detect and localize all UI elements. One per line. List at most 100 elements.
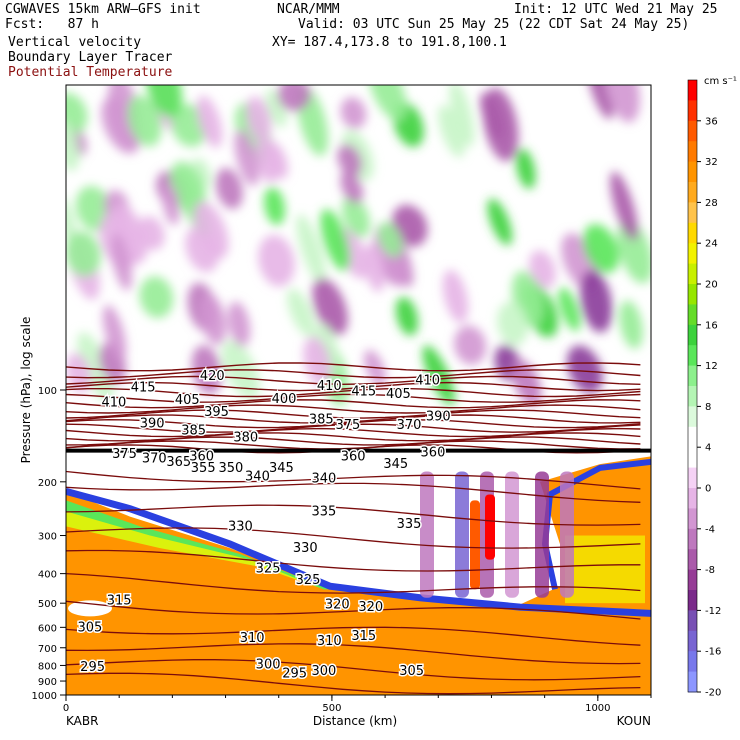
wave-cell xyxy=(603,85,640,123)
theta-label: 315 xyxy=(351,629,376,644)
theta-label: 300 xyxy=(312,664,337,679)
field-vertical-velocity: Vertical velocity xyxy=(8,35,142,50)
theta-contour xyxy=(66,527,641,549)
x-endpoint-right: KOUN xyxy=(617,714,651,728)
colorbar-swatch xyxy=(688,569,697,591)
theta-label: 310 xyxy=(240,631,265,646)
wave-cell xyxy=(340,97,367,129)
colorbar-label: 8 xyxy=(705,402,711,413)
wave-cell xyxy=(391,204,428,247)
wave-cell xyxy=(496,301,529,346)
velocity-column xyxy=(455,471,469,598)
theta-contour xyxy=(66,436,641,446)
theta-contour xyxy=(66,600,641,620)
wave-cell xyxy=(395,296,419,336)
wave-cell xyxy=(587,85,614,120)
theta-contour xyxy=(66,423,641,433)
field-boundary-layer-tracer: Boundary Layer Tracer xyxy=(8,50,173,65)
wave-cell xyxy=(287,288,316,337)
theta-contour xyxy=(66,504,641,526)
wave-cell xyxy=(296,214,327,286)
forecast-hour: Fcst: 87 h xyxy=(5,17,99,32)
colorbar-label: 28 xyxy=(705,198,718,209)
y-tick-label: 500 xyxy=(38,599,57,610)
updraft-core xyxy=(485,494,495,560)
wave-cell xyxy=(580,270,613,333)
colorbar-swatch xyxy=(688,324,697,346)
velocity-column xyxy=(420,471,434,598)
theta-label: 300 xyxy=(256,658,281,673)
theta-label: 390 xyxy=(140,417,165,432)
wave-cell xyxy=(320,209,351,271)
theta-label: 385 xyxy=(309,413,334,428)
colorbar-label: -20 xyxy=(705,688,721,699)
colorbar-swatch xyxy=(688,671,697,693)
model-title: CGWAVES 15km ARW–GFS init xyxy=(5,2,201,17)
colorbar-label: 36 xyxy=(705,116,718,127)
colorbar-swatch xyxy=(688,365,697,387)
wave-cell xyxy=(127,95,162,147)
theta-contour xyxy=(66,470,641,490)
colorbar-swatch xyxy=(688,161,697,183)
y-tick-label: 700 xyxy=(38,644,57,655)
wave-cell xyxy=(66,92,88,135)
theta-label: 410 xyxy=(317,379,342,394)
theta-label: 405 xyxy=(175,393,200,408)
wave-cell xyxy=(191,345,222,394)
theta-label: 355 xyxy=(191,461,216,476)
theta-label: 320 xyxy=(358,600,383,615)
wave-cell xyxy=(145,85,183,118)
wave-cell xyxy=(515,148,536,189)
theta-label: 305 xyxy=(78,620,103,635)
x-tick-label: 1000 xyxy=(585,703,610,714)
theta-label: 410 xyxy=(415,373,440,388)
wave-cell xyxy=(139,276,174,318)
wave-cell xyxy=(199,293,227,346)
colorbar-swatch xyxy=(688,345,697,367)
theta-label: 370 xyxy=(142,452,167,467)
colorbar-label: 4 xyxy=(705,443,711,454)
wave-cell xyxy=(487,198,513,246)
colorbar-swatch xyxy=(688,80,697,101)
surface-layer xyxy=(66,618,651,695)
wave-cell xyxy=(245,96,272,142)
x-tick-label: 500 xyxy=(322,703,341,714)
wave-cell xyxy=(265,89,288,128)
theta-label: 295 xyxy=(80,660,105,675)
theta-label: 410 xyxy=(101,396,126,411)
colorbar-swatch xyxy=(688,243,697,265)
theta-label: 375 xyxy=(335,418,360,433)
colorbar-swatch xyxy=(688,304,697,326)
colorbar-swatch xyxy=(688,100,697,122)
colorbar-label: -4 xyxy=(705,524,715,535)
wave-cell xyxy=(377,221,403,258)
theta-label: 360 xyxy=(189,449,214,464)
theta-label: 420 xyxy=(200,369,225,384)
theta-label: 350 xyxy=(218,461,243,476)
theta-label: 330 xyxy=(293,541,318,556)
y-tick-label: 900 xyxy=(38,677,57,688)
colorbar-label: 32 xyxy=(705,157,718,168)
wave-cell xyxy=(196,95,223,148)
org-label: NCAR/MMM xyxy=(277,2,340,17)
wave-cell xyxy=(558,287,581,332)
wave-cell xyxy=(265,141,289,179)
colorbar-swatch xyxy=(688,202,697,224)
init-time: Init: 12 UTC Wed 21 May 25 xyxy=(514,2,718,17)
wave-cell xyxy=(368,85,407,121)
wave-cell xyxy=(277,85,311,112)
wave-cell xyxy=(610,171,638,241)
colorbar-swatch xyxy=(688,386,697,407)
theta-contour xyxy=(66,549,641,572)
colorbar-swatch xyxy=(688,406,697,428)
theta-contour xyxy=(66,414,641,424)
theta-label: 375 xyxy=(112,447,137,462)
tracer-band xyxy=(66,526,340,598)
wave-cell xyxy=(454,325,487,365)
wave-cell xyxy=(383,250,411,286)
theta-contour xyxy=(66,409,641,419)
colorbar-swatch xyxy=(688,651,697,673)
theta-label: 335 xyxy=(312,504,337,519)
wave-cell xyxy=(258,234,295,287)
